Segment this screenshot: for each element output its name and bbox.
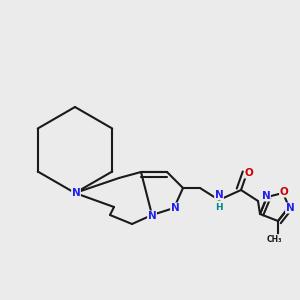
Text: N: N <box>148 211 156 221</box>
Text: CH₃: CH₃ <box>266 235 282 244</box>
Text: O: O <box>244 168 253 178</box>
Text: N: N <box>171 203 179 213</box>
Text: H: H <box>215 202 223 211</box>
Text: N: N <box>262 191 270 201</box>
Text: N: N <box>286 203 294 213</box>
Text: N: N <box>214 190 224 200</box>
Text: N: N <box>72 188 80 198</box>
Text: O: O <box>280 187 288 197</box>
